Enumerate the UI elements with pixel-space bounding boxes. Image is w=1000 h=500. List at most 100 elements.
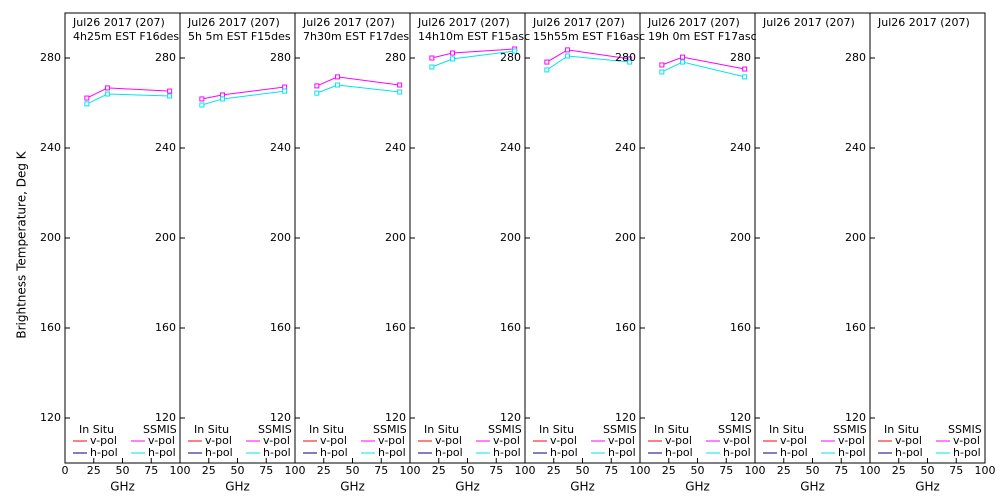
legend-label: h-pol xyxy=(895,446,923,459)
legend-label: h-pol xyxy=(665,446,693,459)
x-tick-label: 75 xyxy=(719,464,733,477)
series-line xyxy=(316,84,400,94)
marker xyxy=(167,88,173,94)
x-tick-label: 25 xyxy=(777,464,791,477)
marker xyxy=(429,55,435,61)
y-tick-label: 240 xyxy=(270,141,291,154)
x-tick-label: 25 xyxy=(662,464,676,477)
legend-group: SSMIS xyxy=(948,423,982,436)
legend-label: h-pol xyxy=(320,446,348,459)
y-tick-label: 240 xyxy=(730,141,751,154)
marker xyxy=(199,102,205,108)
legend-group: SSMIS xyxy=(833,423,867,436)
legend-label: h-pol xyxy=(378,446,406,459)
marker xyxy=(429,64,435,70)
series-line xyxy=(201,90,285,106)
panel-subtitle: 4h25m EST F16des xyxy=(73,30,179,43)
y-tick-label: 240 xyxy=(40,141,61,154)
panel-subtitle: 7h30m EST F17des xyxy=(303,30,409,43)
panel-title: Jul26 2017 (207) xyxy=(877,16,970,29)
marker xyxy=(220,96,226,102)
legend-group: In Situ xyxy=(769,423,804,436)
legend-group: In Situ xyxy=(539,423,574,436)
marker xyxy=(680,59,686,65)
marker xyxy=(314,90,320,96)
series-line xyxy=(661,61,745,78)
legend-label: h-pol xyxy=(435,446,463,459)
series-line xyxy=(86,93,170,105)
y-tick-label: 200 xyxy=(270,231,291,244)
y-tick-label: 120 xyxy=(615,411,636,424)
y-tick-label: 120 xyxy=(270,411,291,424)
x-tick-label: 25 xyxy=(432,464,446,477)
marker xyxy=(105,91,111,97)
y-tick-label: 120 xyxy=(845,411,866,424)
marker xyxy=(84,101,90,107)
x-tick-label: 75 xyxy=(949,464,963,477)
x-tick-label: 100 xyxy=(400,464,421,477)
legend-label: v-pol xyxy=(493,434,520,447)
x-tick-label: 100 xyxy=(860,464,881,477)
x-tick-label: 50 xyxy=(116,464,130,477)
y-tick-label: 280 xyxy=(270,51,291,64)
x-axis-label: GHz xyxy=(685,480,710,494)
legend-label: v-pol xyxy=(205,434,232,447)
marker xyxy=(167,93,173,99)
x-tick-label: 25 xyxy=(547,464,561,477)
y-tick-label: 200 xyxy=(500,231,521,244)
marker xyxy=(742,74,748,80)
legend-label: v-pol xyxy=(723,434,750,447)
x-axis-label: GHz xyxy=(570,480,595,494)
y-tick-label: 240 xyxy=(615,141,636,154)
y-tick-label: 240 xyxy=(385,141,406,154)
x-tick-label: 75 xyxy=(144,464,158,477)
x-tick-label: 25 xyxy=(892,464,906,477)
y-tick-label: 200 xyxy=(155,231,176,244)
marker xyxy=(680,54,686,60)
y-tick-label: 200 xyxy=(845,231,866,244)
y-tick-label: 160 xyxy=(385,321,406,334)
y-tick-label: 160 xyxy=(615,321,636,334)
y-axis-label: Brightness Temperature, Deg K xyxy=(15,150,29,338)
marker xyxy=(105,85,111,91)
marker xyxy=(220,92,226,98)
legend-group: SSMIS xyxy=(373,423,407,436)
x-tick-label: 25 xyxy=(317,464,331,477)
marker xyxy=(627,59,633,65)
x-tick-label: 50 xyxy=(806,464,820,477)
legend-label: v-pol xyxy=(838,434,865,447)
panel-title: Jul26 2017 (207) xyxy=(72,16,165,29)
legend-group: SSMIS xyxy=(143,423,177,436)
y-tick-label: 280 xyxy=(385,51,406,64)
marker xyxy=(742,66,748,72)
marker xyxy=(282,84,288,90)
legend-label: h-pol xyxy=(205,446,233,459)
marker xyxy=(335,74,341,80)
legend-group: In Situ xyxy=(424,423,459,436)
legend-label: v-pol xyxy=(320,434,347,447)
marker xyxy=(314,83,320,89)
panel-title: Jul26 2017 (207) xyxy=(417,16,510,29)
panel-title: Jul26 2017 (207) xyxy=(647,16,740,29)
x-tick-label: 100 xyxy=(975,464,996,477)
marker xyxy=(565,47,571,53)
series-line xyxy=(86,87,170,99)
x-axis-label: GHz xyxy=(455,480,480,494)
legend-group: SSMIS xyxy=(603,423,637,436)
x-tick-label: 50 xyxy=(921,464,935,477)
y-tick-label: 120 xyxy=(40,411,61,424)
legend-label: v-pol xyxy=(148,434,175,447)
x-tick-label: 50 xyxy=(691,464,705,477)
x-tick-label: 100 xyxy=(170,464,191,477)
x-tick-label: 25 xyxy=(87,464,101,477)
legend-label: h-pol xyxy=(90,446,118,459)
y-tick-label: 280 xyxy=(500,51,521,64)
legend-label: v-pol xyxy=(550,434,577,447)
x-axis-label: GHz xyxy=(340,480,365,494)
x-tick-label: 50 xyxy=(231,464,245,477)
x-axis-label: GHz xyxy=(915,480,940,494)
panel-title: Jul26 2017 (207) xyxy=(532,16,625,29)
legend-label: v-pol xyxy=(895,434,922,447)
x-tick-label: 25 xyxy=(202,464,216,477)
y-tick-label: 120 xyxy=(385,411,406,424)
